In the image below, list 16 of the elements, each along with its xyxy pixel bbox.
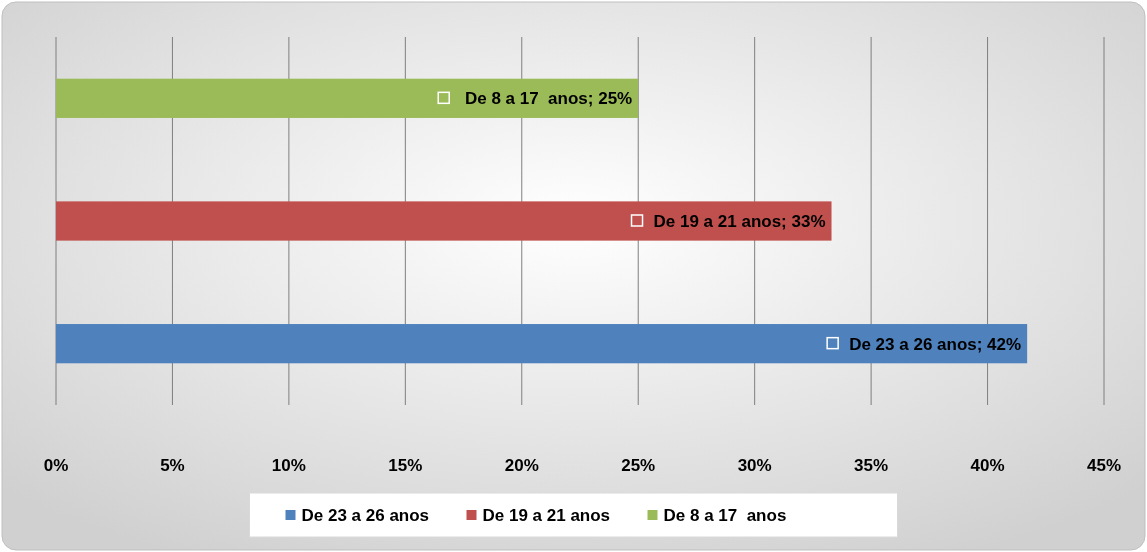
data-label: De 8 a 17 anos; 25%	[464, 89, 633, 109]
x-tick-label: 30%	[737, 456, 772, 475]
x-tick-label: 20%	[504, 456, 539, 475]
x-tick-label: 5%	[160, 456, 185, 475]
data-label: De 19 a 21 anos; 33%	[653, 212, 826, 231]
legend-label: De 19 a 21 anos	[482, 506, 611, 525]
x-tick-label: 15%	[388, 456, 423, 475]
legend-label: De 8 a 17 anos	[663, 506, 787, 525]
x-tick-label: 40%	[970, 456, 1005, 475]
x-tick-label: 0%	[43, 456, 69, 475]
x-tick-label: 45%	[1086, 456, 1122, 475]
x-tick-label: 10%	[271, 456, 306, 475]
legend-label: De 23 a 26 anos	[301, 506, 430, 525]
x-tick-label: 25%	[621, 456, 656, 475]
x-tick-label: 35%	[854, 456, 889, 475]
data-label: De 23 a 26 anos; 42%	[849, 334, 1022, 354]
